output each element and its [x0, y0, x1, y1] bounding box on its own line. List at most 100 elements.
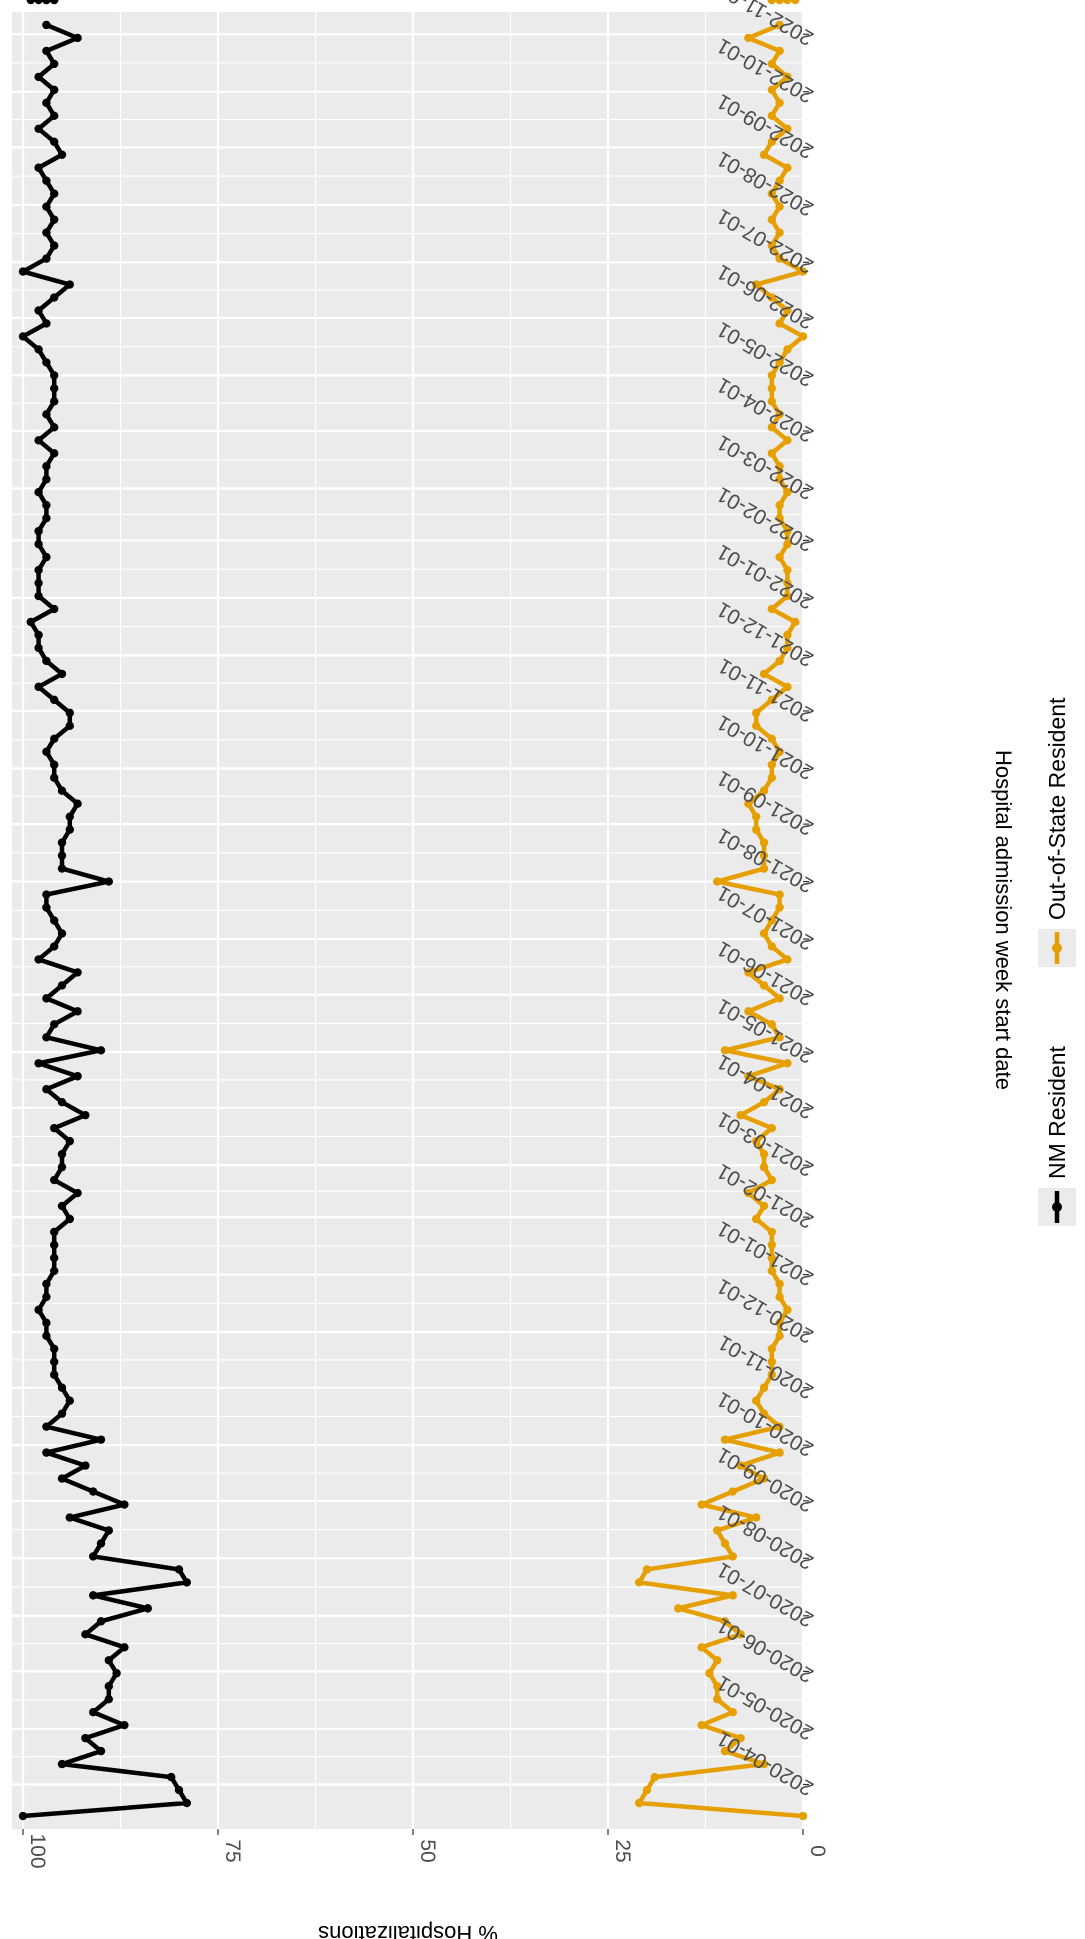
y-axis: 0 25 50 75 100	[22, 1829, 829, 1869]
data-point	[42, 319, 51, 328]
data-point	[57, 669, 67, 679]
data-point	[42, 410, 51, 419]
data-point	[18, 1811, 28, 1821]
data-point	[759, 786, 769, 795]
data-point	[783, 124, 792, 134]
data-point	[34, 345, 43, 354]
data-point	[42, 176, 51, 185]
data-point	[736, 1733, 745, 1743]
data-point	[713, 1526, 722, 1535]
data-point	[767, 1253, 776, 1263]
data-point	[65, 1513, 75, 1522]
data-point	[775, 1422, 784, 1431]
data-point	[65, 1214, 75, 1224]
data-point	[798, 267, 808, 276]
data-point	[783, 591, 792, 601]
data-point	[744, 1072, 753, 1081]
data-point	[783, 345, 792, 354]
data-point	[783, 1059, 792, 1068]
data-point	[767, 423, 776, 432]
data-point	[50, 384, 59, 393]
y-tick-label: 25	[611, 1839, 634, 1862]
data-point	[50, 397, 59, 406]
data-point	[783, 539, 792, 549]
data-point	[767, 293, 776, 302]
data-point	[89, 1552, 98, 1561]
data-point	[775, 903, 784, 912]
data-point	[42, 254, 51, 263]
data-point	[34, 124, 43, 134]
data-point	[50, 85, 59, 95]
data-point	[50, 1123, 59, 1133]
data-point	[34, 565, 43, 575]
data-point	[182, 1798, 191, 1808]
data-point	[775, 319, 784, 328]
legend-key-point	[1052, 943, 1062, 953]
data-point	[783, 630, 792, 640]
data-point	[65, 812, 75, 821]
data-point	[736, 1630, 745, 1639]
data-point	[112, 1669, 121, 1678]
legend-label: Out-of-State Resident	[1044, 697, 1070, 920]
data-point	[767, 734, 776, 743]
data-point	[759, 150, 769, 159]
data-point	[720, 1046, 730, 1055]
data-point	[720, 1435, 730, 1444]
data-point	[783, 0, 792, 5]
data-point	[767, 1370, 776, 1379]
data-point	[42, 358, 51, 367]
data-point	[18, 332, 28, 341]
data-point	[50, 942, 59, 951]
data-point	[783, 565, 792, 575]
data-point	[42, 1331, 51, 1341]
data-point	[96, 1435, 106, 1444]
data-point	[744, 799, 753, 808]
data-point	[759, 1098, 769, 1107]
minor-gridlines	[12, 12, 803, 1829]
data-point	[57, 838, 67, 847]
data-point	[50, 423, 59, 432]
data-point	[50, 241, 59, 250]
data-point	[767, 241, 776, 250]
data-point	[767, 1357, 776, 1366]
data-point	[104, 1682, 114, 1691]
data-point	[120, 1500, 129, 1509]
data-point	[752, 280, 761, 289]
data-point	[697, 1643, 706, 1652]
data-point	[42, 747, 51, 756]
data-point	[697, 1720, 706, 1730]
data-point	[767, 760, 776, 769]
data-point	[50, 1266, 59, 1276]
data-point	[65, 1396, 75, 1405]
data-point	[120, 1643, 129, 1652]
data-point	[767, 111, 776, 121]
data-point	[775, 890, 784, 899]
data-point	[42, 1422, 51, 1431]
data-point	[759, 669, 769, 679]
data-point	[50, 1253, 59, 1263]
data-point	[752, 1396, 761, 1405]
data-point	[50, 449, 59, 458]
data-point	[18, 267, 28, 276]
data-point	[775, 228, 784, 237]
data-point	[34, 526, 43, 536]
data-point	[783, 306, 792, 315]
data-point	[759, 1383, 769, 1392]
data-point	[96, 1746, 106, 1756]
data-point	[42, 656, 51, 666]
data-point	[96, 1539, 106, 1548]
data-point	[96, 1046, 106, 1055]
data-point	[57, 851, 67, 860]
data-point	[759, 1201, 769, 1211]
data-point	[783, 436, 792, 445]
data-point	[767, 1240, 776, 1250]
data-point	[752, 1136, 761, 1146]
data-point	[34, 488, 43, 497]
data-point	[57, 150, 67, 159]
data-point	[42, 1033, 51, 1042]
data-point	[34, 0, 43, 5]
data-point	[767, 85, 776, 95]
data-point	[65, 708, 75, 718]
data-point	[767, 916, 776, 925]
